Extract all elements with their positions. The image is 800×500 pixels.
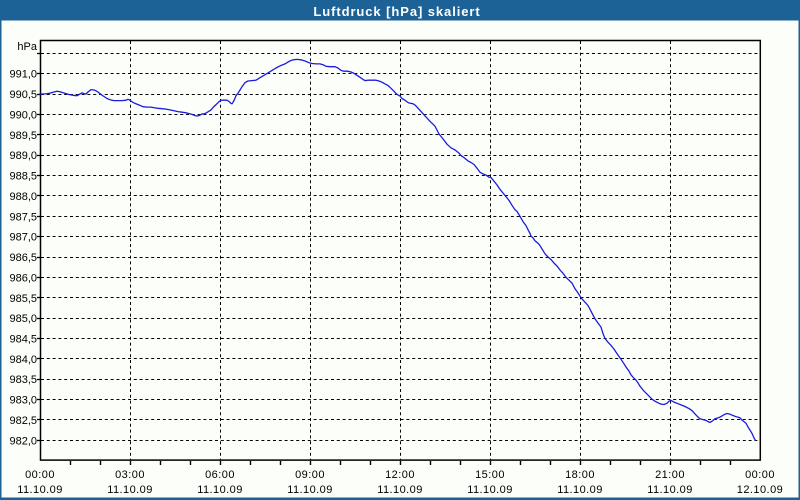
svg-text:11.10.09: 11.10.09 (287, 484, 333, 496)
svg-text:11.10.09: 11.10.09 (467, 484, 513, 496)
svg-text:986,0: 986,0 (9, 272, 37, 284)
svg-text:11.10.09: 11.10.09 (557, 484, 603, 496)
svg-text:12:00: 12:00 (385, 469, 415, 481)
svg-text:11.10.09: 11.10.09 (377, 484, 423, 496)
svg-text:986,5: 986,5 (9, 252, 37, 264)
svg-text:09:00: 09:00 (295, 469, 325, 481)
svg-text:988,0: 988,0 (9, 191, 37, 203)
svg-text:982,5: 982,5 (9, 415, 37, 427)
svg-text:11.10.09: 11.10.09 (17, 484, 63, 496)
svg-text:989,5: 989,5 (9, 130, 37, 142)
svg-text:11.10.09: 11.10.09 (107, 484, 153, 496)
svg-text:06:00: 06:00 (205, 469, 235, 481)
svg-text:991,0: 991,0 (9, 69, 37, 81)
svg-text:11.10.09: 11.10.09 (197, 484, 243, 496)
svg-text:984,0: 984,0 (9, 354, 37, 366)
svg-text:987,0: 987,0 (9, 232, 37, 244)
svg-text:21:00: 21:00 (655, 469, 685, 481)
svg-text:988,5: 988,5 (9, 171, 37, 183)
svg-text:984,5: 984,5 (9, 334, 37, 346)
svg-text:Luftdruck [hPa] skaliert: Luftdruck [hPa] skaliert (313, 4, 480, 19)
svg-text:983,0: 983,0 (9, 395, 37, 407)
svg-text:00:00: 00:00 (25, 469, 55, 481)
svg-text:03:00: 03:00 (115, 469, 145, 481)
svg-text:hPa: hPa (17, 41, 37, 53)
svg-text:990,0: 990,0 (9, 109, 37, 121)
svg-text:989,0: 989,0 (9, 150, 37, 162)
svg-text:983,5: 983,5 (9, 374, 37, 386)
svg-text:990,5: 990,5 (9, 89, 37, 101)
svg-text:982,0: 982,0 (9, 435, 37, 447)
svg-text:11.10.09: 11.10.09 (647, 484, 693, 496)
svg-text:985,5: 985,5 (9, 293, 37, 305)
svg-text:987,5: 987,5 (9, 211, 37, 223)
svg-text:00:00: 00:00 (745, 469, 775, 481)
svg-text:18:00: 18:00 (565, 469, 595, 481)
svg-text:985,0: 985,0 (9, 313, 37, 325)
svg-text:12.10.09: 12.10.09 (737, 484, 783, 496)
svg-text:15:00: 15:00 (475, 469, 505, 481)
